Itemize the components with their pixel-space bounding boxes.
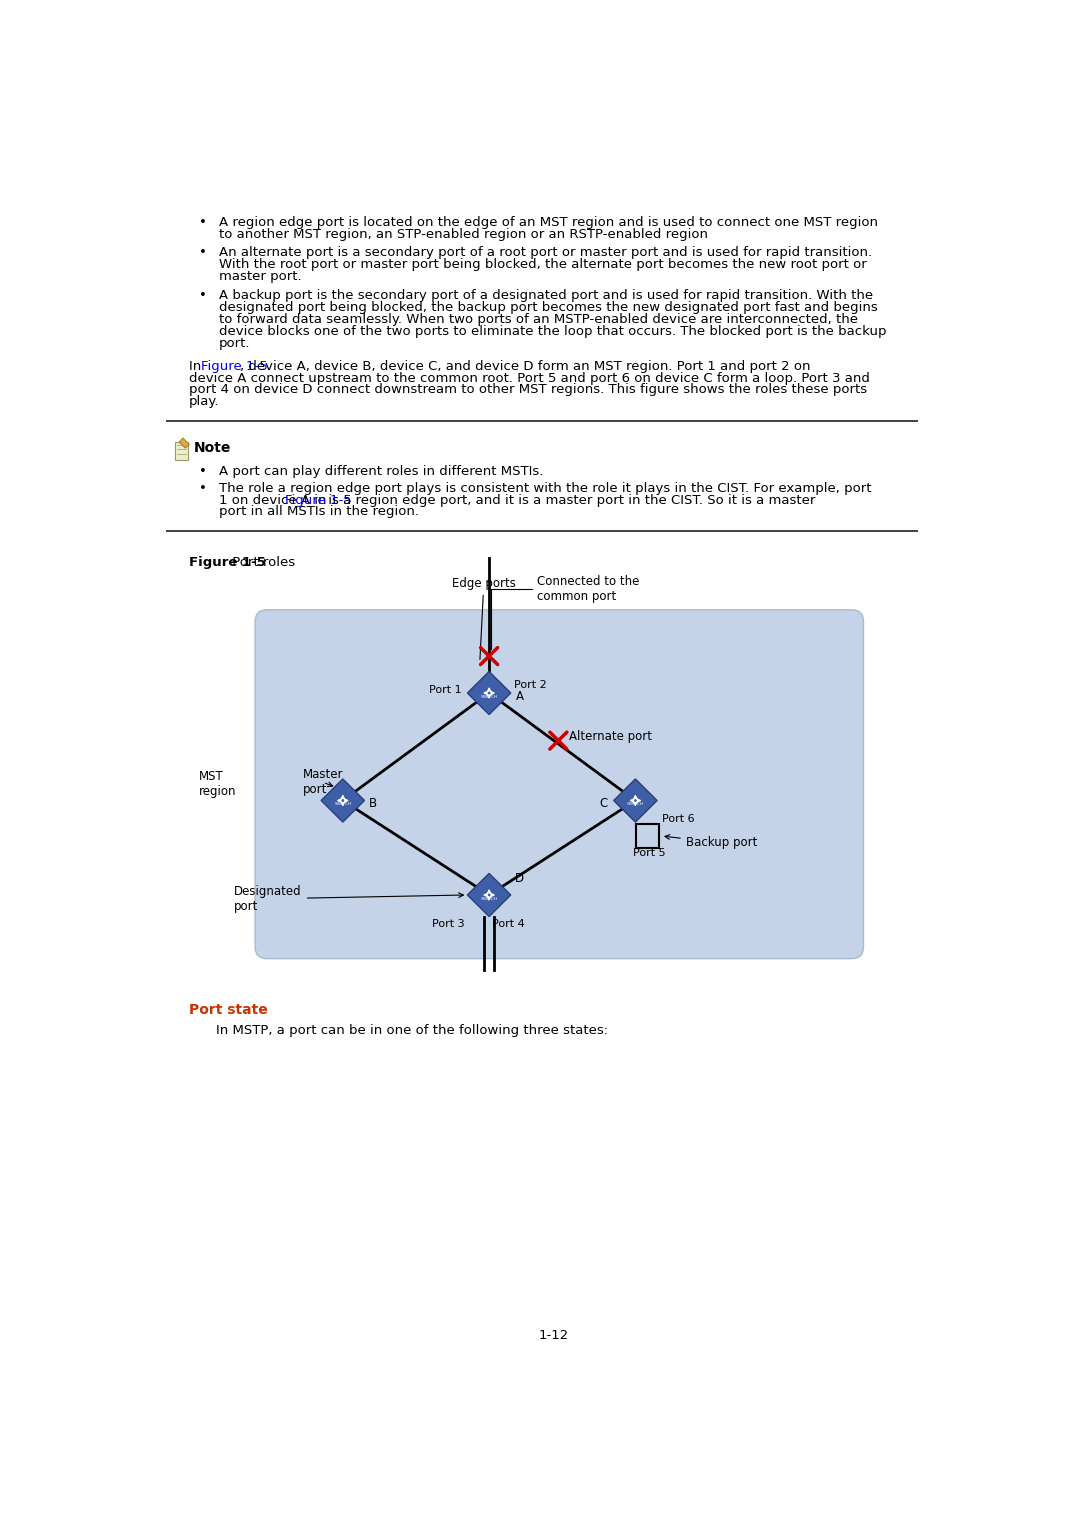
- Text: •: •: [199, 215, 206, 229]
- Text: Port 5: Port 5: [633, 847, 665, 858]
- Text: to another MST region, an STP-enabled region or an RSTP-enabled region: to another MST region, an STP-enabled re…: [218, 228, 707, 241]
- Text: 1-12: 1-12: [538, 1328, 569, 1342]
- Text: Port state: Port state: [189, 1003, 268, 1017]
- Text: •: •: [199, 481, 206, 495]
- Text: play.: play.: [189, 395, 219, 408]
- Bar: [636, 823, 660, 849]
- Text: master port.: master port.: [218, 270, 301, 282]
- Polygon shape: [468, 873, 511, 916]
- Text: A: A: [515, 690, 524, 702]
- Text: Port 4: Port 4: [492, 919, 525, 930]
- Text: Figure 1-5: Figure 1-5: [201, 359, 268, 373]
- Text: MST
region: MST region: [200, 770, 237, 799]
- Text: A port can play different roles in different MSTIs.: A port can play different roles in diffe…: [218, 466, 543, 478]
- Text: to forward data seamlessly. When two ports of an MSTP-enabled device are interco: to forward data seamlessly. When two por…: [218, 313, 858, 325]
- Text: SWITCH: SWITCH: [481, 896, 498, 901]
- Text: B: B: [369, 797, 377, 811]
- Text: SWITCH: SWITCH: [626, 802, 644, 806]
- Text: D: D: [515, 872, 524, 884]
- Polygon shape: [613, 779, 657, 822]
- Text: •: •: [199, 466, 206, 478]
- FancyBboxPatch shape: [255, 609, 864, 959]
- FancyBboxPatch shape: [175, 441, 189, 461]
- Text: device blocks one of the two ports to eliminate the loop that occurs. The blocke: device blocks one of the two ports to el…: [218, 325, 887, 337]
- Text: Port 3: Port 3: [432, 919, 464, 930]
- Text: is a region edge port, and it is a master port in the CIST. So it is a master: is a region edge port, and it is a maste…: [324, 493, 815, 507]
- Text: , device A, device B, device C, and device D form an MST region. Port 1 and port: , device A, device B, device C, and devi…: [240, 359, 810, 373]
- Polygon shape: [468, 672, 511, 715]
- Text: Port 2: Port 2: [514, 681, 546, 690]
- Text: An alternate port is a secondary port of a root port or master port and is used : An alternate port is a secondary port of…: [218, 246, 872, 260]
- Text: Alternate port: Alternate port: [569, 730, 652, 744]
- Text: Port 1: Port 1: [429, 686, 461, 695]
- Text: •: •: [199, 289, 206, 302]
- Text: A region edge port is located on the edge of an MST region and is used to connec: A region edge port is located on the edg…: [218, 215, 878, 229]
- Text: 1 on device A in: 1 on device A in: [218, 493, 330, 507]
- Text: Connected to the
common port: Connected to the common port: [490, 576, 639, 649]
- Text: device A connect upstream to the common root. Port 5 and port 6 on device C form: device A connect upstream to the common …: [189, 371, 870, 385]
- Text: port 4 on device D connect downstream to other MST regions. This figure shows th: port 4 on device D connect downstream to…: [189, 383, 867, 397]
- Text: Figure 1-5: Figure 1-5: [189, 556, 266, 570]
- Text: Designated
port: Designated port: [234, 884, 463, 913]
- Text: A backup port is the secondary port of a designated port and is used for rapid t: A backup port is the secondary port of a…: [218, 289, 873, 302]
- Text: C: C: [599, 797, 608, 811]
- Text: SWITCH: SWITCH: [335, 802, 351, 806]
- Text: The role a region edge port plays is consistent with the role it plays in the CI: The role a region edge port plays is con…: [218, 481, 872, 495]
- Text: Backup port: Backup port: [665, 835, 757, 849]
- Text: port.: port.: [218, 337, 251, 350]
- Text: Note: Note: [194, 441, 231, 455]
- Text: Port roles: Port roles: [228, 556, 296, 570]
- Text: With the root port or master port being blocked, the alternate port becomes the : With the root port or master port being …: [218, 258, 866, 272]
- Text: Figure 1-5: Figure 1-5: [285, 493, 352, 507]
- Text: designated port being blocked, the backup port becomes the new designated port f: designated port being blocked, the backu…: [218, 301, 877, 315]
- Polygon shape: [321, 779, 365, 822]
- Text: Master
port: Master port: [302, 768, 343, 796]
- Polygon shape: [179, 438, 189, 447]
- Text: In: In: [189, 359, 206, 373]
- Text: In MSTP, a port can be in one of the following three states:: In MSTP, a port can be in one of the fol…: [216, 1023, 608, 1037]
- Text: SWITCH: SWITCH: [481, 695, 498, 699]
- Text: Edge ports: Edge ports: [451, 577, 516, 660]
- Text: Port 6: Port 6: [662, 814, 694, 825]
- Text: •: •: [199, 246, 206, 260]
- Text: port in all MSTIs in the region.: port in all MSTIs in the region.: [218, 505, 419, 519]
